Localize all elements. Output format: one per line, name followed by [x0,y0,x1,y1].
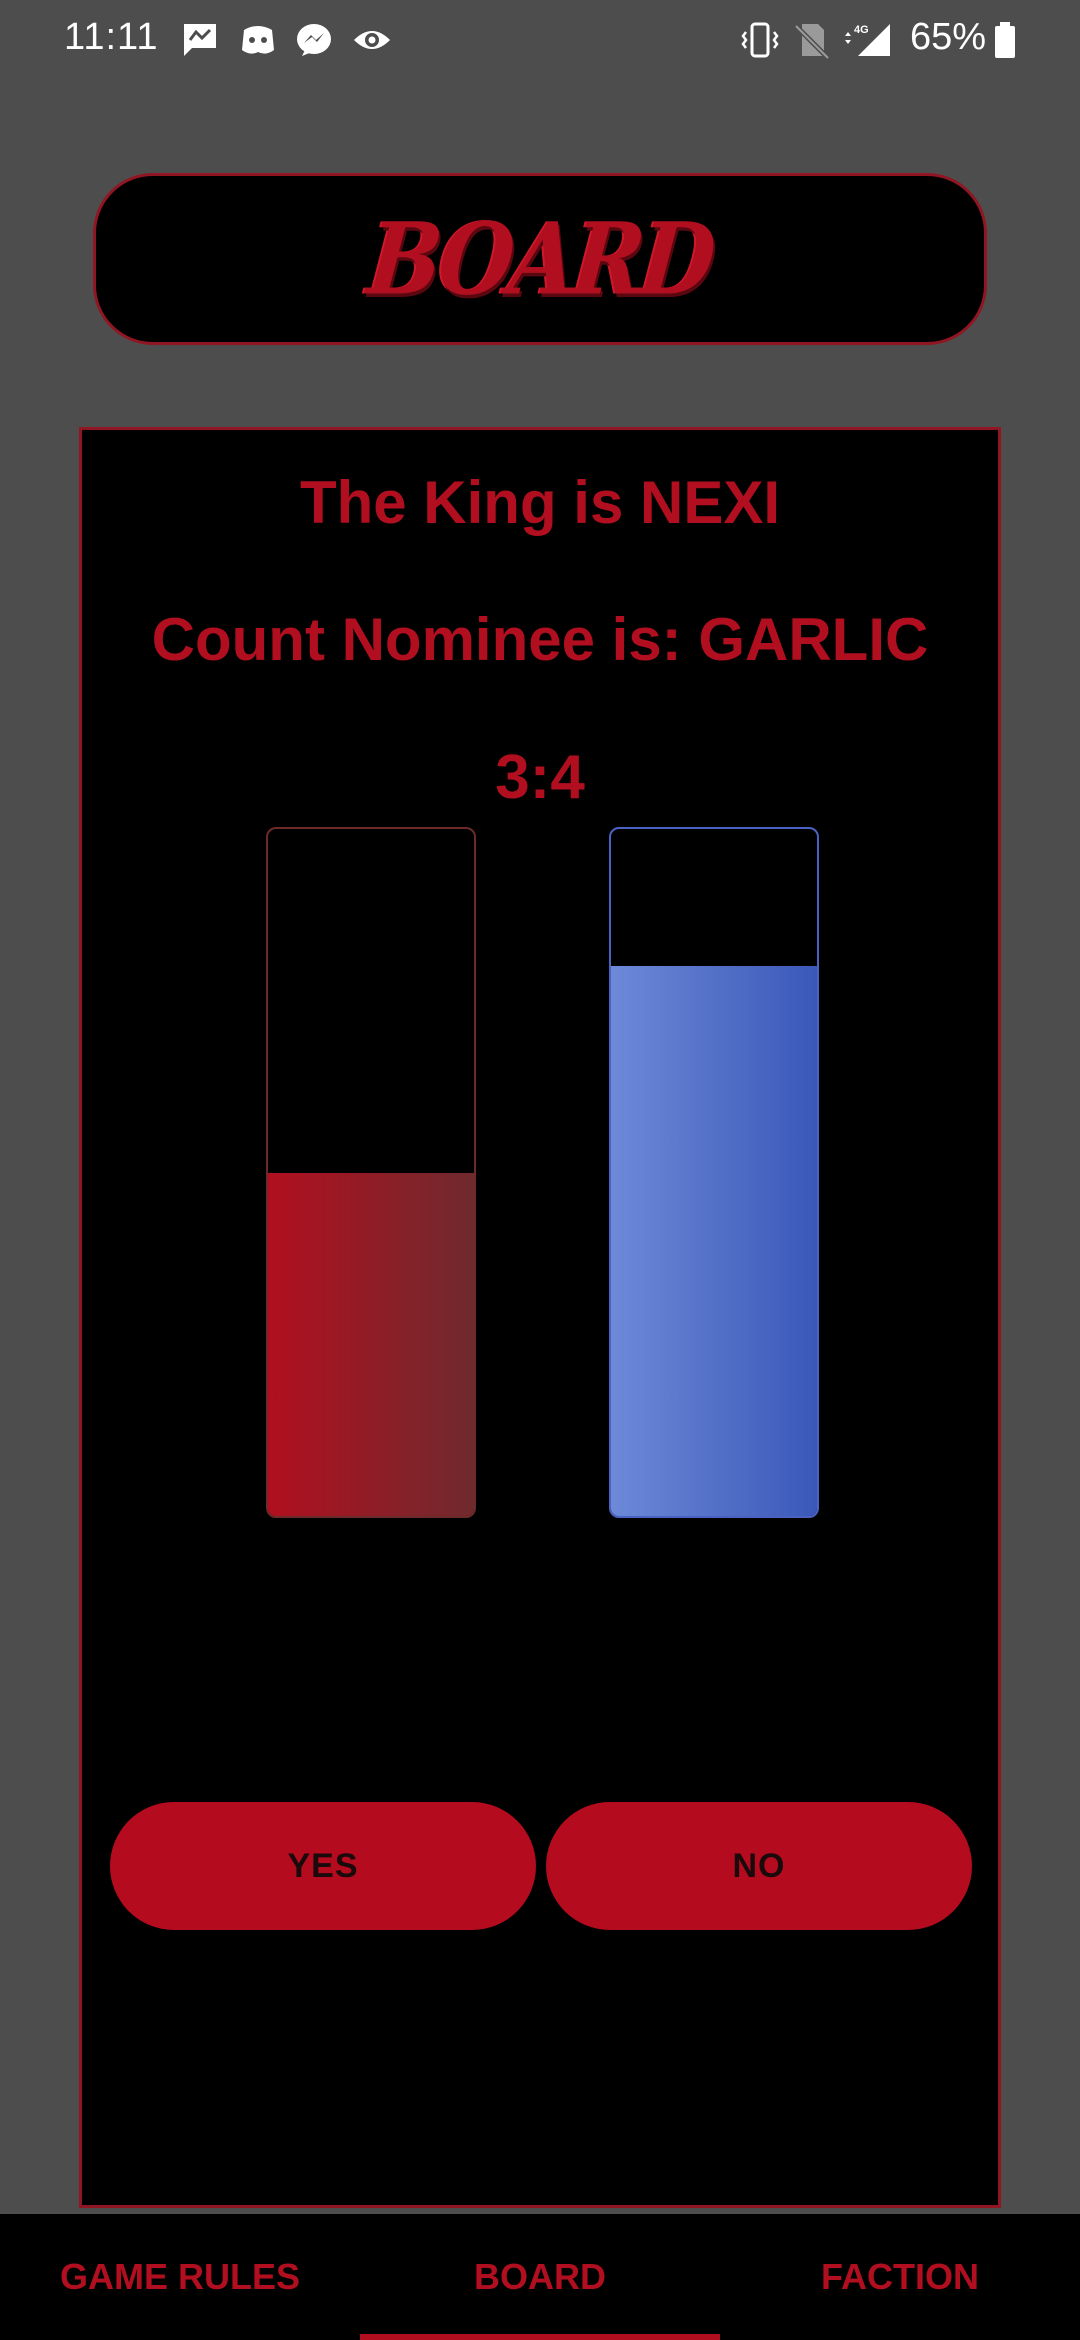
no-sim-icon [794,24,830,60]
active-tab-indicator [360,2334,720,2340]
battery-icon [995,22,1015,58]
page-title: BOARD [363,200,717,318]
battery-percent: 65% [910,16,987,58]
signal-icon: 4G [845,24,890,56]
nominee-text: Count Nominee is: GARLIC [151,606,929,673]
yes-vote-bar [266,827,476,1518]
status-bar: 11:11 [0,0,1080,80]
header-banner: BOARD [93,173,987,345]
no-vote-bar-fill [611,966,817,1516]
network-type-label: 4G [854,24,869,36]
vibrate-icon [741,22,779,58]
bottom-tab-bar: GAME RULES BOARD FACTION [0,2214,1080,2340]
yes-button[interactable]: YES [110,1802,536,1930]
messenger-icon [297,24,331,56]
tab-board[interactable]: BOARD [474,2256,606,2297]
no-vote-bar [609,827,819,1518]
status-time: 11:11 [64,16,159,58]
board-panel: The King is NEXI Count Nominee is: GARLI… [79,427,1001,2208]
discord-icon [242,26,274,54]
vote-score: 3:4 [495,743,585,812]
tab-game-rules[interactable]: GAME RULES [59,2256,300,2297]
yes-vote-bar-fill [268,1172,474,1516]
messages-icon [184,24,216,56]
tab-faction[interactable]: FACTION [821,2256,979,2297]
eye-icon [354,31,390,49]
no-button[interactable]: NO [546,1802,972,1930]
king-text: The King is NEXI [299,469,781,536]
